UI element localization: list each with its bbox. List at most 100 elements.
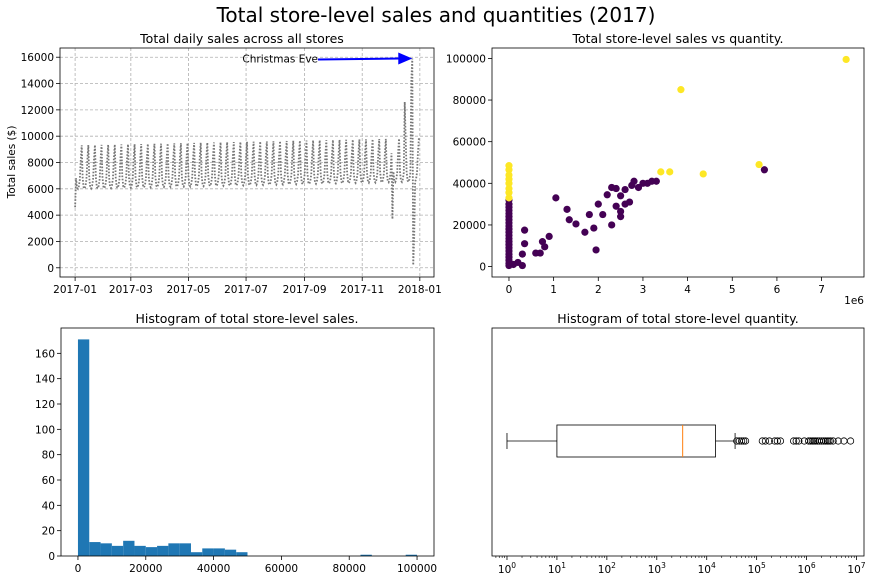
outlier-points bbox=[733, 437, 855, 445]
scatter-point-purple bbox=[552, 194, 560, 202]
scatter-point-purple bbox=[621, 200, 629, 208]
y-tick-label: 14000 bbox=[21, 79, 54, 91]
y-tick-label: 140 bbox=[35, 374, 55, 386]
histogram-bar bbox=[100, 543, 112, 556]
y-tick-label: 4000 bbox=[27, 210, 54, 222]
scatter-point-yellow bbox=[505, 194, 513, 202]
scatter-point-yellow bbox=[755, 160, 763, 169]
outlier-point bbox=[829, 437, 837, 445]
daily-sales-line-chart: Total daily sales across all stores Tota… bbox=[6, 31, 442, 296]
scatter-point-purple bbox=[617, 192, 625, 200]
y-tick-label: 8000 bbox=[27, 158, 54, 170]
scatter-point-purple bbox=[617, 213, 625, 221]
scatter-point-purple bbox=[628, 181, 636, 189]
outlier-point bbox=[741, 437, 750, 445]
y-tick-label: 60000 bbox=[453, 137, 486, 149]
scatter-point-purple bbox=[565, 216, 573, 224]
scatter-point-purple bbox=[541, 243, 549, 251]
y-tick-label: 0 bbox=[479, 262, 486, 274]
x-tick-label: 2017-03 bbox=[109, 284, 153, 296]
x-tick-label: 1 bbox=[550, 284, 557, 296]
scatter-point-purple bbox=[634, 183, 643, 192]
scatter-point-yellow bbox=[505, 166, 513, 174]
y-tick-label: 0 bbox=[47, 263, 54, 275]
histogram-bar bbox=[77, 339, 90, 556]
scatter-point-purple bbox=[608, 221, 616, 229]
annotation-label: Christmas Eve bbox=[242, 54, 318, 66]
scatter-point-purple bbox=[518, 250, 526, 258]
scatter-points bbox=[505, 55, 850, 270]
plot-frame bbox=[59, 47, 435, 278]
y-tick-label: 100000 bbox=[446, 53, 486, 65]
outlier-point bbox=[826, 437, 835, 445]
scatter-point-purple bbox=[621, 185, 629, 194]
scatter-point-purple bbox=[572, 220, 580, 228]
iqr-box bbox=[556, 424, 716, 458]
histogram-bar bbox=[360, 554, 372, 556]
chart-title: Histogram of total store-level quantity. bbox=[557, 311, 799, 326]
histogram-bar bbox=[157, 545, 169, 556]
y-tick-label: 100 bbox=[35, 424, 55, 436]
x-tick-label: 20000 bbox=[129, 563, 162, 575]
annotation-arrow-head bbox=[398, 52, 413, 65]
x-axis-scale-label: 1e6 bbox=[844, 295, 864, 307]
histogram-bar bbox=[179, 543, 191, 556]
chart-title: Total store-level sales vs quantity. bbox=[572, 31, 784, 46]
x-tick-label: 0 bbox=[506, 284, 513, 296]
scatter-point-yellow bbox=[505, 189, 513, 197]
scatter-point-purple bbox=[505, 261, 513, 270]
outlier-point bbox=[738, 437, 746, 445]
x-tick-label: 102 bbox=[598, 561, 616, 576]
box-and-whiskers bbox=[506, 424, 736, 458]
scatter-point-purple bbox=[612, 184, 620, 193]
histogram-bar bbox=[111, 545, 124, 556]
axis-ticks: 2017-01 2017-03 2017-05 2017-07 2017-09 2017-… bbox=[21, 52, 442, 296]
x-tick-label: 2018-01 bbox=[398, 284, 442, 296]
x-tick-label: 80000 bbox=[333, 563, 366, 575]
y-tick-label: 120 bbox=[35, 399, 55, 411]
y-tick-label: 40 bbox=[42, 500, 55, 512]
histogram-bar bbox=[202, 548, 214, 556]
plot-frame bbox=[491, 327, 865, 557]
scatter-point-purple bbox=[518, 261, 526, 270]
histogram-bar bbox=[190, 552, 203, 556]
x-tick-label: 6 bbox=[774, 284, 781, 296]
sales-histogram: Histogram of total store-level sales. 0 2… bbox=[35, 311, 437, 575]
axis-ticks: 100 101 102 103 104 105 106 107 bbox=[495, 556, 866, 576]
plot-frame bbox=[60, 327, 435, 557]
y-tick-label: 6000 bbox=[27, 184, 54, 196]
x-tick-label: 2017-11 bbox=[340, 284, 384, 296]
y-tick-label: 20000 bbox=[453, 220, 486, 232]
y-tick-label: 40000 bbox=[453, 178, 486, 190]
histogram-bar bbox=[123, 540, 135, 556]
outlier-point bbox=[765, 437, 773, 445]
outlier-point bbox=[771, 437, 779, 445]
x-tick-label: 4 bbox=[684, 284, 691, 296]
x-tick-label: 101 bbox=[548, 561, 566, 576]
histogram-bar bbox=[89, 542, 101, 556]
scatter-point-purple bbox=[536, 249, 544, 257]
scatter-point-purple bbox=[545, 232, 553, 241]
scatter-point-yellow bbox=[677, 86, 685, 94]
y-tick-label: 80 bbox=[42, 450, 55, 462]
scatter-point-yellow bbox=[657, 168, 665, 176]
axis-ticks: 0 1 2 3 4 5 6 7 0 20000 40000 60000 80000 100000 bbox=[446, 53, 825, 296]
chart-title: Total daily sales across all stores bbox=[139, 31, 344, 46]
y-tick-label: 16000 bbox=[21, 52, 54, 64]
y-tick-label: 80000 bbox=[453, 95, 486, 107]
chart-title: Histogram of total store-level sales. bbox=[135, 311, 358, 326]
x-tick-label: 105 bbox=[748, 561, 766, 576]
scatter-point-purple bbox=[563, 205, 571, 213]
x-tick-label: 2017-09 bbox=[283, 284, 327, 296]
outlier-point bbox=[821, 437, 830, 445]
y-tick-label: 0 bbox=[48, 551, 55, 563]
x-tick-label: 0 bbox=[75, 563, 82, 575]
x-tick-label: 100 bbox=[498, 561, 516, 576]
x-tick-label: 100000 bbox=[397, 563, 437, 575]
scatter-point-purple bbox=[617, 207, 625, 216]
x-tick-label: 104 bbox=[698, 561, 716, 576]
outlier-point bbox=[773, 437, 781, 445]
scatter-point-purple bbox=[594, 200, 602, 208]
x-tick-label: 2017-07 bbox=[224, 284, 268, 296]
outlier-point bbox=[795, 437, 803, 445]
